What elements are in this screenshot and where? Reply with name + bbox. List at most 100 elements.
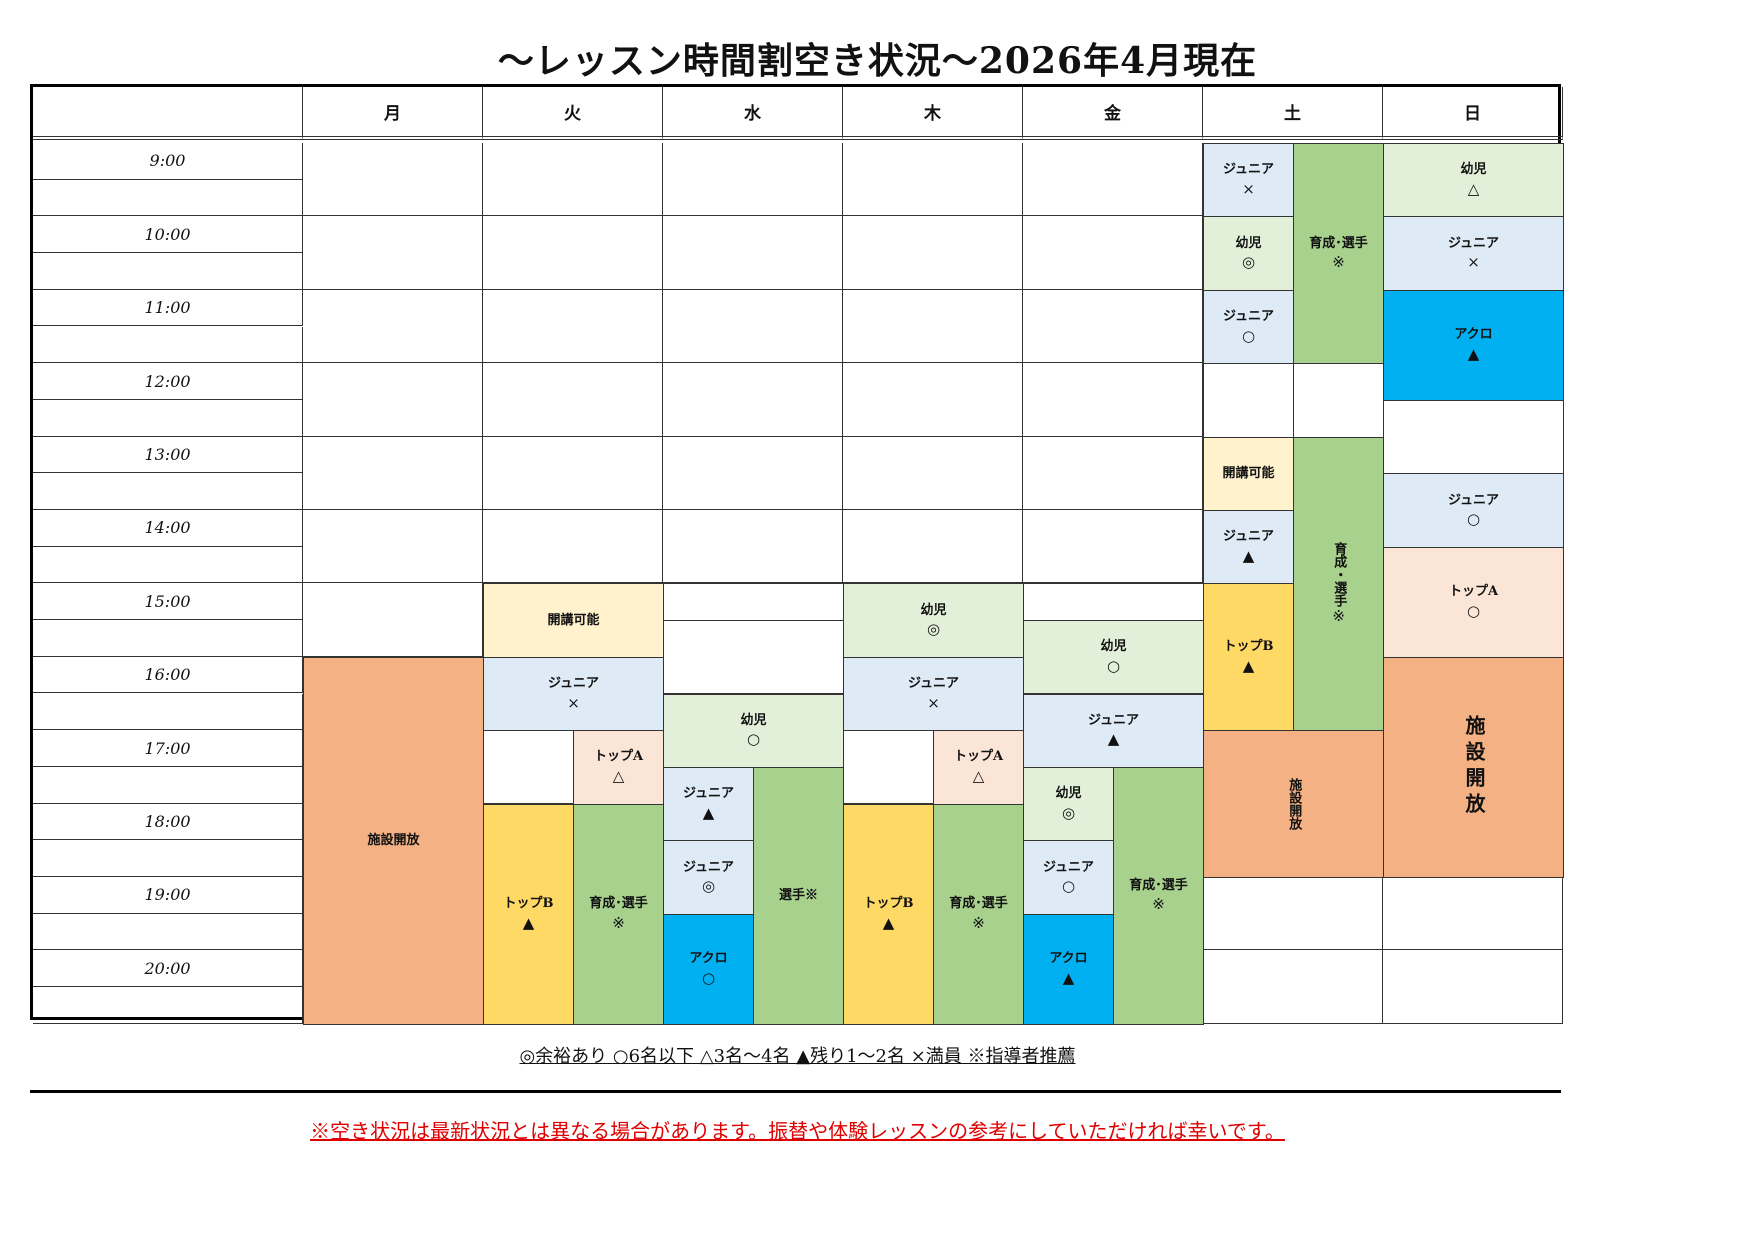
legend: ◎余裕あり ○6名以下 △3名～4名 ▲残り1～2名 ×満員 ※指導者推薦	[0, 1042, 1595, 1068]
time-row	[33, 620, 303, 657]
lesson-label: ジュニア	[1222, 162, 1275, 178]
time-row	[33, 179, 303, 217]
empty-cell	[303, 216, 483, 290]
lesson-block: 幼児 ◎	[1203, 216, 1294, 291]
lesson-block: 幼児 ○	[663, 693, 844, 768]
timetable: 月火水木金土日 9:00 10:00 11:00 12:00 13:00 14:00 15:0…	[30, 84, 1564, 1025]
time-row: 10:00	[33, 216, 303, 254]
empty-cell	[483, 143, 663, 217]
availability-mark: ▲	[702, 803, 715, 822]
lesson-label: ジュニア	[1042, 859, 1095, 875]
availability-mark: △	[612, 767, 625, 786]
time-row	[33, 399, 303, 437]
lesson-block: 選手※	[753, 766, 844, 1025]
lesson-block: 施設開放	[1383, 656, 1564, 878]
lesson-block: トップA △	[573, 730, 664, 805]
lesson-label: 育成･選手	[1129, 877, 1188, 893]
empty-cell	[843, 143, 1023, 217]
lesson-label: アクロ	[1454, 327, 1493, 343]
lesson-block: 育成･選手 ※	[933, 803, 1024, 1025]
lesson-block: 幼児 ◎	[1023, 766, 1114, 842]
lesson-label: 育成･選手	[949, 896, 1008, 912]
availability-mark: ▲	[522, 913, 535, 932]
availability-mark: ×	[927, 693, 940, 712]
empty-cell	[663, 583, 844, 622]
lesson-label: アクロ	[1049, 951, 1088, 967]
time-row: 17:00	[33, 730, 303, 767]
lesson-block: ジュニア ○	[1383, 473, 1564, 548]
lesson-label: 育成･選手	[589, 896, 648, 912]
day-header: 火	[483, 87, 663, 140]
lesson-block: ジュニア ▲	[1023, 693, 1204, 768]
time-row	[33, 913, 303, 951]
lesson-label: 幼児	[1100, 639, 1127, 655]
lesson-label: 幼児	[1235, 235, 1262, 251]
availability-mark: △	[972, 767, 985, 786]
availability-mark: ◎	[1241, 253, 1256, 272]
empty-cell	[1203, 363, 1294, 438]
availability-mark: ○	[1106, 656, 1121, 675]
lesson-block: トップA △	[933, 730, 1024, 805]
lesson-label: 施設開放	[1286, 778, 1302, 831]
day-header: 水	[663, 87, 843, 140]
lesson-label: 幼児	[740, 712, 767, 728]
lesson-block: ジュニア ×	[1203, 143, 1294, 218]
empty-cell	[663, 216, 843, 290]
empty-cell	[1023, 510, 1203, 584]
availability-mark: ×	[567, 693, 580, 712]
empty-cell	[1023, 216, 1203, 290]
empty-cell	[303, 510, 483, 584]
lesson-label: ジュニア	[682, 859, 735, 875]
time-row	[33, 326, 303, 364]
lesson-label: 幼児	[1055, 786, 1082, 802]
time-row: 19:00	[33, 877, 303, 914]
lesson-label: ジュニア	[1222, 309, 1275, 325]
lesson-block: トップA ○	[1383, 546, 1564, 658]
empty-cell	[663, 143, 843, 217]
empty-cell	[1203, 877, 1383, 951]
lesson-block: 幼児 ○	[1023, 620, 1204, 695]
day-header: 金	[1023, 87, 1203, 140]
availability-mark: △	[1467, 179, 1480, 198]
empty-cell	[1293, 363, 1384, 438]
disclaimer-note: ※空き状況は最新状況とは異なる場合があります。振替や体験レッスンの参考にしていた…	[310, 1119, 1285, 1143]
lesson-label: 開講可能	[1222, 466, 1275, 482]
empty-cell	[843, 289, 1023, 364]
empty-cell	[1023, 436, 1203, 510]
lesson-block: トップB ▲	[843, 803, 934, 1025]
day-header: 木	[843, 87, 1023, 140]
time-row	[33, 253, 303, 290]
lesson-label: 施設開放	[367, 833, 420, 849]
availability-mark: ▲	[1467, 344, 1480, 363]
lesson-label: 幼児	[1460, 162, 1487, 178]
empty-cell	[303, 436, 483, 510]
lesson-block: 幼児 ◎	[843, 583, 1024, 658]
empty-cell	[483, 216, 663, 290]
availability-mark: ※	[1152, 895, 1165, 914]
lesson-label: 育成・選手	[1331, 542, 1347, 608]
day-header: 日	[1383, 87, 1563, 140]
lesson-label: ジュニア	[1087, 712, 1140, 728]
empty-cell	[303, 289, 483, 364]
divider	[30, 1090, 1561, 1093]
availability-mark: ※	[1332, 253, 1345, 272]
lesson-block: トップB ▲	[1203, 583, 1294, 732]
time-row: 14:00	[33, 510, 303, 547]
lesson-label: 施設開放	[1462, 715, 1486, 820]
lesson-label: アクロ	[689, 951, 728, 967]
empty-cell	[843, 436, 1023, 510]
lesson-block: 幼児 △	[1383, 143, 1564, 218]
availability-mark: ▲	[1242, 546, 1255, 565]
availability-mark: ◎	[701, 877, 716, 896]
time-row: 15:00	[33, 583, 303, 621]
availability-mark: ◎	[1061, 803, 1076, 822]
availability-mark: ▲	[1242, 656, 1255, 675]
time-row	[33, 693, 303, 731]
empty-cell	[483, 289, 663, 364]
lesson-label: ジュニア	[682, 786, 735, 802]
lesson-block: トップB ▲	[483, 803, 574, 1025]
empty-cell	[1023, 363, 1203, 437]
lesson-block: ジュニア ○	[1203, 289, 1294, 365]
header-corner	[33, 87, 303, 140]
lesson-block: アクロ ▲	[1383, 289, 1564, 401]
